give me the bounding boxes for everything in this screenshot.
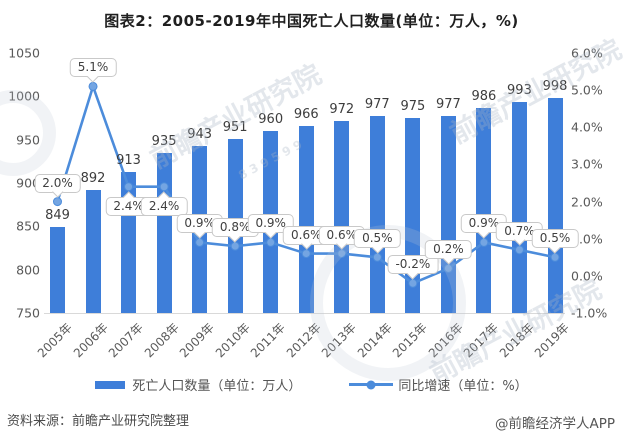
right-axis-tick: 5.0% — [571, 82, 603, 98]
legend: 死亡人口数量（单位：万人） 同比增速（单位：%） — [0, 375, 623, 394]
legend-label-growth: 同比增速（单位：%） — [398, 379, 528, 394]
bar-2019 — [547, 98, 563, 313]
right-axis-tick: 6.0% — [571, 45, 603, 61]
x-label-2014: 2014年 — [354, 320, 395, 361]
bar-2016 — [440, 116, 456, 313]
right-axis-tick: 4.0% — [571, 119, 603, 135]
bar-value-2019: 998 — [542, 79, 568, 95]
x-label-2018: 2018年 — [496, 320, 537, 361]
bar-2013 — [334, 120, 350, 313]
legend-item-deaths: 死亡人口数量（单位：万人） — [95, 375, 301, 394]
left-axis-tick: 800 — [16, 262, 40, 278]
x-label-2019: 2019年 — [532, 320, 573, 361]
bar-2008 — [156, 152, 172, 313]
bar-2012 — [298, 125, 314, 313]
legend-item-growth: 同比增速（单位：%） — [349, 375, 528, 394]
line-dot-icon — [366, 380, 376, 389]
bar-2014 — [369, 116, 385, 313]
x-label-2015: 2015年 — [390, 320, 431, 361]
source-text: 资料来源：前瞻产业研究院整理 — [7, 414, 190, 429]
growth-callout-2005: 2.0% — [34, 173, 81, 193]
bar-2017 — [476, 108, 492, 313]
x-label-2007: 2007年 — [105, 320, 146, 361]
x-label-2012: 2012年 — [283, 320, 324, 361]
x-label-2011: 2011年 — [248, 320, 289, 361]
x-label-2008: 2008年 — [141, 320, 182, 361]
left-axis-tick: 1000 — [8, 88, 40, 104]
growth-callout-2019: 0.5% — [531, 229, 579, 249]
bar-swatch-icon — [95, 380, 126, 389]
x-label-2009: 2009年 — [176, 320, 217, 361]
left-axis-tick: 850 — [16, 218, 40, 234]
growth-callout-2006: 5.1% — [69, 58, 117, 78]
line-point-2005 — [53, 197, 62, 207]
line-point-2006 — [88, 81, 98, 91]
bar-value-2007: 913 — [116, 152, 141, 168]
x-label-2006: 2006年 — [70, 320, 111, 361]
bar-2018 — [511, 102, 527, 313]
left-axis-tick: 950 — [16, 132, 40, 148]
x-label-2017: 2017年 — [461, 320, 502, 361]
growth-callout-2008: 2.4% — [140, 196, 188, 216]
chart-title: 图表2：2005-2019年中国死亡人口数量(单位：万人，%) — [104, 12, 519, 30]
bar-value-2005: 849 — [45, 208, 70, 224]
x-axis-line — [44, 313, 565, 314]
right-axis-tick: 2.0% — [571, 194, 603, 210]
right-axis-tick: 0.0% — [571, 268, 603, 284]
x-label-2010: 2010年 — [212, 320, 253, 361]
x-label-2016: 2016年 — [425, 320, 466, 361]
bar-2015 — [405, 118, 421, 313]
bar-2006 — [85, 189, 101, 313]
legend-label-deaths: 死亡人口数量（单位：万人） — [132, 379, 302, 394]
x-label-2005: 2005年 — [34, 320, 75, 361]
credit-text: @前瞻经济学人APP — [494, 416, 615, 432]
line-swatch-icon — [349, 380, 394, 389]
growth-callout-2014: 0.5% — [354, 229, 401, 249]
bar-2005 — [50, 227, 65, 313]
x-label-2013: 2013年 — [319, 320, 360, 361]
left-axis-tick: 750 — [16, 305, 40, 321]
growth-callout-2016: 0.2% — [425, 240, 472, 260]
right-axis-tick: 1.0% — [571, 231, 603, 247]
right-axis-tick: 3.0% — [571, 156, 603, 172]
left-axis-tick: 1050 — [8, 45, 40, 61]
right-axis-tick: -1.0% — [571, 305, 608, 321]
